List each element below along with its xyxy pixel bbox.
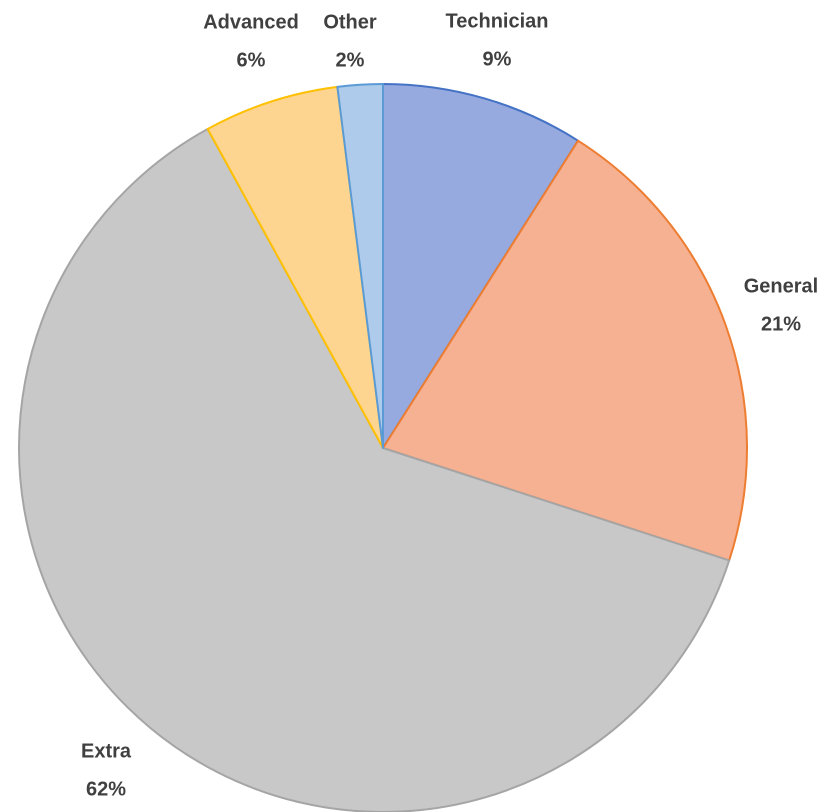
slice-category-label: Other — [323, 11, 377, 33]
slice-category-label: Advanced — [203, 11, 299, 33]
slice-value-label: 62% — [86, 778, 126, 800]
pie-slice — [18, 128, 731, 812]
pie-slice — [382, 83, 580, 449]
pie-slice — [206, 85, 384, 449]
pie-slice — [382, 139, 748, 562]
slice-category-label: General — [744, 275, 818, 297]
slice-category-label: Technician — [446, 10, 549, 32]
slice-value-label: 6% — [237, 49, 266, 71]
pie-slice — [336, 83, 384, 449]
slice-value-label: 2% — [336, 49, 365, 71]
slice-value-label: 9% — [483, 48, 512, 70]
slice-category-label: Extra — [81, 740, 132, 762]
slice-value-label: 21% — [761, 313, 801, 335]
